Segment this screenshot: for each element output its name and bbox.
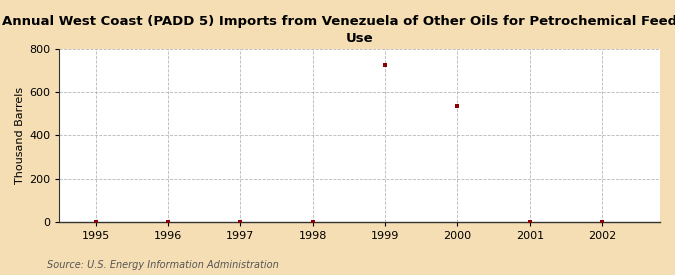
Y-axis label: Thousand Barrels: Thousand Barrels <box>15 87 25 184</box>
Point <box>235 219 246 224</box>
Point <box>90 219 101 224</box>
Point <box>307 219 318 224</box>
Point <box>597 219 608 224</box>
Text: Source: U.S. Energy Information Administration: Source: U.S. Energy Information Administ… <box>47 260 279 270</box>
Point <box>163 219 173 224</box>
Point <box>524 219 535 224</box>
Point <box>452 104 463 108</box>
Point <box>379 63 390 67</box>
Title: Annual West Coast (PADD 5) Imports from Venezuela of Other Oils for Petrochemica: Annual West Coast (PADD 5) Imports from … <box>2 15 675 45</box>
